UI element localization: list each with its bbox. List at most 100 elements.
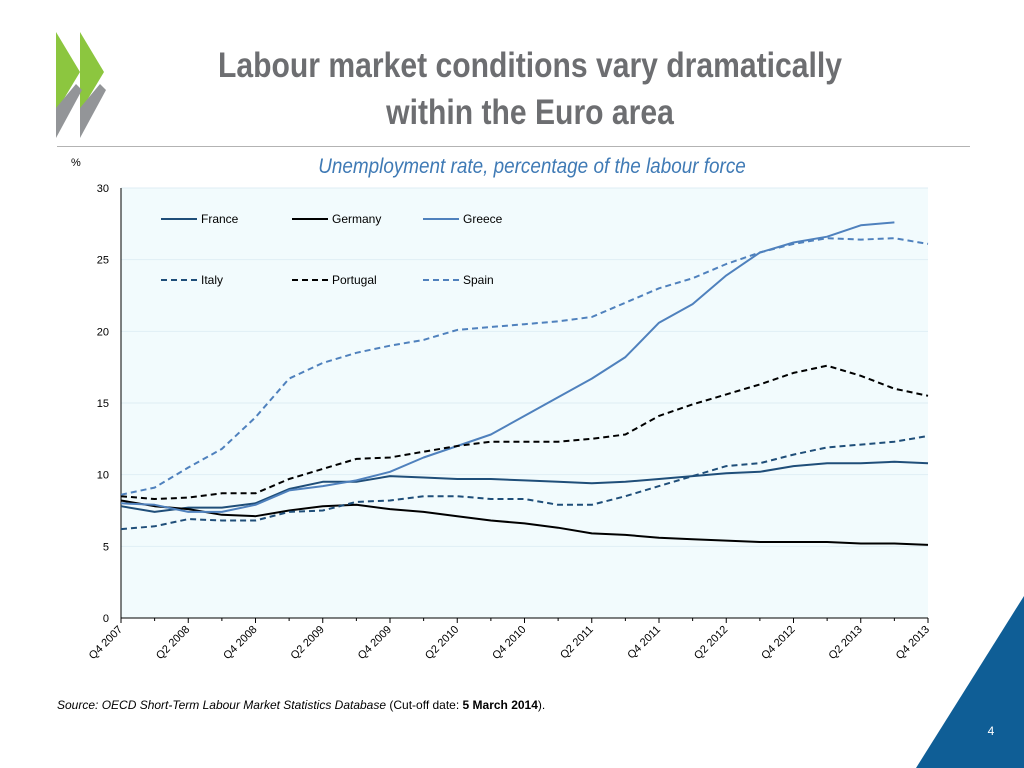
data-point-greece xyxy=(657,320,662,325)
data-point-italy xyxy=(488,497,493,502)
data-point-spain xyxy=(657,286,662,291)
data-point-france xyxy=(657,477,662,482)
data-point-greece xyxy=(589,376,594,381)
data-point-portugal xyxy=(825,363,830,368)
legend-label-portugal: Portugal xyxy=(332,273,377,287)
data-point-portugal xyxy=(657,413,662,418)
data-point-spain xyxy=(455,327,460,332)
data-point-italy xyxy=(589,502,594,507)
data-point-france xyxy=(926,461,931,466)
data-point-france xyxy=(421,475,426,480)
x-tick-label: Q4 2008 xyxy=(221,624,259,662)
data-point-portugal xyxy=(589,436,594,441)
data-point-spain xyxy=(556,319,561,324)
data-point-greece xyxy=(388,469,393,474)
data-point-italy xyxy=(522,497,527,502)
data-point-greece xyxy=(354,478,359,483)
data-point-greece xyxy=(690,302,695,307)
x-tick-label: Q2 2013 xyxy=(827,624,865,662)
data-point-france xyxy=(152,509,157,514)
data-point-italy xyxy=(455,494,460,499)
data-point-france xyxy=(892,459,897,464)
data-point-portugal xyxy=(421,449,426,454)
data-point-greece xyxy=(892,220,897,225)
x-tick-label: Q2 2008 xyxy=(154,624,192,662)
x-tick-label: Q4 2009 xyxy=(356,624,394,662)
data-point-germany xyxy=(253,514,258,519)
data-point-italy xyxy=(657,484,662,489)
data-point-portugal xyxy=(556,439,561,444)
data-point-italy xyxy=(724,464,729,469)
data-point-france xyxy=(589,481,594,486)
data-point-france xyxy=(488,477,493,482)
legend-label-greece: Greece xyxy=(463,212,503,226)
data-point-france xyxy=(623,479,628,484)
data-point-france xyxy=(522,478,527,483)
source-note: Source: OECD Short-Term Labour Market St… xyxy=(57,698,545,712)
data-point-italy xyxy=(556,502,561,507)
data-point-spain xyxy=(724,262,729,267)
data-point-germany xyxy=(791,540,796,545)
data-point-italy xyxy=(320,508,325,513)
data-point-italy xyxy=(858,442,863,447)
data-point-italy xyxy=(152,524,157,529)
data-point-france xyxy=(757,469,762,474)
data-point-spain xyxy=(119,492,124,497)
data-point-spain xyxy=(757,250,762,255)
x-tick-label: Q2 2010 xyxy=(423,624,461,662)
y-tick-label: 20 xyxy=(97,326,109,338)
data-point-portugal xyxy=(287,477,292,482)
data-point-portugal xyxy=(757,382,762,387)
data-point-spain xyxy=(791,241,796,246)
data-point-germany xyxy=(690,537,695,542)
data-point-portugal xyxy=(186,495,191,500)
data-point-germany xyxy=(556,525,561,530)
data-point-spain xyxy=(858,237,863,242)
data-point-germany xyxy=(657,535,662,540)
x-tick-label: Q4 2011 xyxy=(625,624,663,662)
data-point-spain xyxy=(623,300,628,305)
x-tick-label: Q4 2012 xyxy=(759,624,797,662)
data-point-italy xyxy=(421,494,426,499)
data-point-portugal xyxy=(388,455,393,460)
legend-label-italy: Italy xyxy=(201,273,223,287)
x-tick-label: Q2 2012 xyxy=(692,624,730,662)
data-point-germany xyxy=(388,507,393,512)
data-point-italy xyxy=(623,494,628,499)
data-point-greece xyxy=(152,502,157,507)
data-point-portugal xyxy=(488,439,493,444)
y-tick-label: 25 xyxy=(97,255,109,267)
data-point-greece xyxy=(623,355,628,360)
data-point-portugal xyxy=(724,392,729,397)
data-point-italy xyxy=(119,527,124,532)
data-point-spain xyxy=(488,325,493,330)
data-point-france xyxy=(320,479,325,484)
data-point-spain xyxy=(219,446,224,451)
data-point-italy xyxy=(388,498,393,503)
data-point-portugal xyxy=(926,393,931,398)
data-point-italy xyxy=(825,445,830,450)
data-point-portugal xyxy=(152,497,157,502)
data-point-germany xyxy=(825,540,830,545)
data-point-germany xyxy=(522,521,527,526)
x-tick-label: Q2 2011 xyxy=(558,624,596,662)
data-point-italy xyxy=(253,518,258,523)
data-point-germany xyxy=(421,509,426,514)
data-point-greece xyxy=(522,413,527,418)
data-point-portugal xyxy=(219,491,224,496)
data-point-france xyxy=(388,474,393,479)
data-point-portugal xyxy=(320,466,325,471)
data-point-portugal xyxy=(623,432,628,437)
data-point-germany xyxy=(455,514,460,519)
data-point-italy xyxy=(186,517,191,522)
data-point-portugal xyxy=(858,373,863,378)
data-point-portugal xyxy=(253,491,258,496)
data-point-spain xyxy=(892,236,897,241)
data-point-germany xyxy=(488,518,493,523)
y-tick-label: 30 xyxy=(97,183,109,195)
data-point-spain xyxy=(388,343,393,348)
source-cutoff-date: 5 March 2014 xyxy=(463,698,538,712)
data-point-spain xyxy=(354,350,359,355)
x-tick-label: Q4 2010 xyxy=(490,624,528,662)
data-point-spain xyxy=(421,337,426,342)
